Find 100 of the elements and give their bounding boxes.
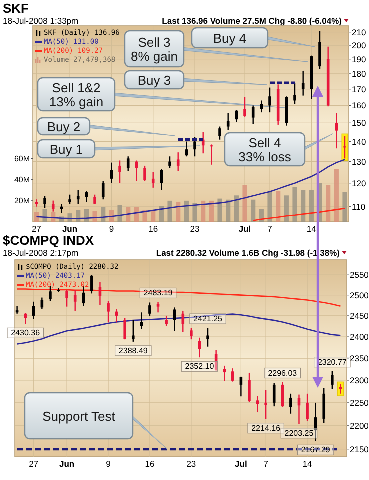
candlestick — [40, 297, 44, 310]
chart-subtitle: 18-Jul-2008 2:17pm — [3, 248, 79, 258]
annotation: Sell 4 33% loss — [238, 135, 292, 164]
annotation: Sell 1&2 13% gain — [49, 80, 104, 109]
x-tick-label: 23 — [186, 459, 196, 469]
y-tick-label: 200 — [352, 40, 366, 51]
candlestick — [194, 136, 196, 158]
y-tick-label: 2200 — [350, 420, 369, 431]
candlestick — [160, 168, 164, 191]
candlestick — [148, 302, 152, 317]
x-tick-label: Jun — [59, 459, 75, 469]
y-tick-label: 140 — [352, 136, 366, 147]
y-tick-label: 110 — [352, 202, 366, 212]
x-tick-label: 23 — [190, 224, 200, 234]
candlestick — [314, 402, 318, 442]
x-tick-label: 7 — [264, 459, 269, 469]
candlestick — [173, 307, 176, 332]
y-tick-label: 2500 — [350, 290, 369, 300]
annotation: 2352.10 — [185, 362, 215, 372]
candlestick — [98, 282, 102, 306]
candlestick — [182, 310, 185, 333]
annotation: Buy 1 — [50, 142, 84, 156]
candlestick — [185, 141, 188, 158]
x-tick-label: 14 — [306, 224, 317, 234]
text: Last 136.96 Volume 27.5M Chg -8.80 (-6.04%) — [162, 16, 342, 26]
candlestick — [306, 393, 309, 422]
x-tick-label: 9 — [109, 224, 114, 234]
candlestick — [302, 70, 305, 96]
candlestick — [107, 300, 110, 324]
annotation: Sell 3 8% gain — [131, 34, 178, 64]
x-tick-label: 7 — [268, 224, 273, 234]
candlestick — [176, 152, 180, 172]
candlestick — [232, 368, 234, 382]
candlestick — [140, 312, 144, 330]
y-tick-label: 120 — [352, 178, 366, 188]
candlestick — [223, 365, 226, 382]
candlestick — [110, 162, 114, 184]
candlestick — [252, 105, 255, 125]
candlestick — [206, 327, 210, 348]
chart-subtitle: 18-Jul-2008 1:33pm — [3, 16, 79, 26]
candlestick — [190, 328, 193, 340]
annotation: 2421.25 — [194, 314, 224, 324]
annotation: 2203.25 — [284, 428, 314, 438]
chart-title: SKF — [3, 1, 30, 16]
candlestick — [102, 180, 105, 200]
y-tick-label: 2250 — [350, 398, 369, 408]
y2-tick-label: 40M — [14, 175, 30, 184]
candlestick — [24, 312, 27, 325]
y-tick-label: 210 — [352, 27, 366, 38]
candlestick — [335, 112, 338, 150]
annotation: 2483.19 — [144, 288, 174, 298]
candlestick — [76, 190, 80, 206]
candlestick — [57, 287, 60, 293]
y-tick-label: 160 — [352, 100, 366, 111]
x-tick-label: 27 — [29, 459, 39, 469]
candlestick — [244, 96, 246, 118]
candlestick — [294, 82, 296, 105]
x-tick-label: Jul — [238, 224, 252, 234]
candlestick — [168, 156, 172, 169]
x-tick-label: 27 — [32, 224, 42, 234]
candlestick — [124, 317, 126, 340]
x-tick-label: 16 — [145, 459, 155, 469]
x-tick-label: 9 — [106, 459, 112, 469]
x-tick-label: Jul — [235, 459, 248, 469]
candlestick — [290, 393, 292, 414]
candlestick — [132, 320, 135, 343]
candlestick — [126, 156, 130, 172]
candlestick — [264, 390, 268, 420]
candlestick — [90, 274, 94, 294]
candlestick — [118, 160, 122, 184]
y-tick-label: 130 — [352, 156, 366, 167]
y-tick-label: 180 — [352, 68, 366, 79]
y-tick-label: 2550 — [350, 270, 369, 280]
candlestick — [272, 382, 276, 408]
x-tick-label: 16 — [148, 224, 158, 234]
candlestick — [82, 286, 86, 307]
annotation: 2320.77 — [318, 358, 348, 367]
candlestick — [214, 350, 218, 372]
line-series — [252, 208, 346, 222]
candlestick — [144, 165, 146, 182]
y-tick-label: 2300 — [350, 375, 369, 386]
y-tick-label: 2350 — [350, 354, 369, 364]
candlestick — [94, 194, 96, 206]
candlestick — [152, 172, 155, 189]
y-tick-label: 190 — [352, 54, 366, 64]
annotation: 2388.49 — [118, 346, 148, 356]
y-tick-label: 2150 — [350, 444, 369, 454]
annotation: Buy 4 — [213, 30, 247, 46]
y2-tick-label: 20M — [14, 196, 30, 206]
y-tick-label: 170 — [352, 84, 366, 94]
candlestick — [52, 200, 55, 212]
candlestick — [165, 315, 168, 327]
chart-title: $COMPQ INDX — [3, 233, 94, 248]
y-tick-label: 2400 — [350, 332, 369, 342]
x-tick-label: Jun — [62, 224, 78, 234]
ref-line-label: Support Test — [42, 408, 116, 424]
y-tick-label: 2450 — [350, 310, 369, 321]
candlestick — [210, 144, 214, 166]
candlestick — [44, 195, 46, 209]
y2-tick-label: 60M — [14, 154, 30, 164]
